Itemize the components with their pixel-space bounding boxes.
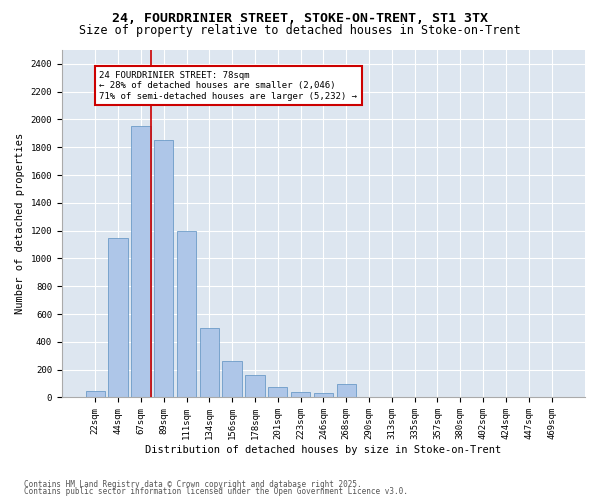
Bar (245, 374, 265, 398)
Bar (223, 362, 242, 398)
Text: Contains HM Land Registry data © Crown copyright and database right 2025.: Contains HM Land Registry data © Crown c… (24, 480, 362, 489)
Bar (131, 126, 151, 398)
Y-axis label: Number of detached properties: Number of detached properties (15, 133, 25, 314)
Text: Contains public sector information licensed under the Open Government Licence v3: Contains public sector information licen… (24, 487, 408, 496)
X-axis label: Distribution of detached houses by size in Stoke-on-Trent: Distribution of detached houses by size … (145, 445, 502, 455)
Bar (154, 140, 173, 398)
Bar (314, 394, 333, 398)
Text: 24, FOURDRINIER STREET, STOKE-ON-TRENT, ST1 3TX: 24, FOURDRINIER STREET, STOKE-ON-TRENT, … (112, 12, 488, 26)
Bar (177, 230, 196, 398)
Bar (291, 392, 310, 398)
Bar (86, 390, 105, 398)
Bar (200, 328, 219, 398)
Text: Size of property relative to detached houses in Stoke-on-Trent: Size of property relative to detached ho… (79, 24, 521, 37)
Bar (268, 387, 287, 398)
Bar (109, 238, 128, 398)
Text: 24 FOURDRINIER STREET: 78sqm
← 28% of detached houses are smaller (2,046)
71% of: 24 FOURDRINIER STREET: 78sqm ← 28% of de… (100, 71, 358, 101)
Bar (337, 384, 356, 398)
